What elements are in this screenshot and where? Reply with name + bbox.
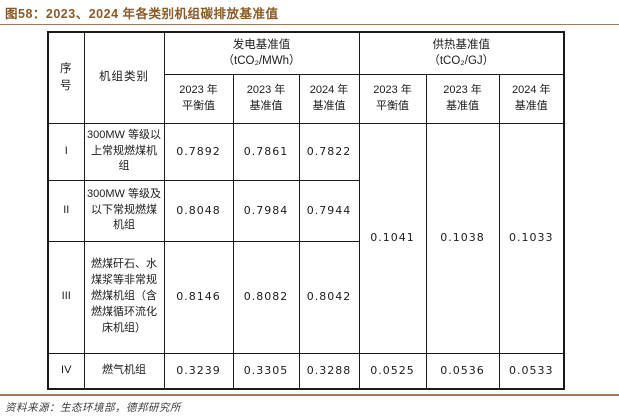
- header-gen-2024-benchmark: 2024 年 基准值: [298, 73, 360, 124]
- cell-category: 300MW 等级及以下常规燃煤机组: [83, 179, 165, 242]
- cell-heat-merged-value: 0.1033: [498, 122, 565, 354]
- header-generation-group: 发电基准值 （tCO₂/MWh）: [163, 31, 360, 75]
- cell-heat-merged-value: 0.1038: [425, 122, 500, 354]
- header-category: 机组类别: [83, 31, 165, 124]
- cell-gen-value: 0.7892: [163, 122, 234, 181]
- cell-seq: IV: [47, 352, 85, 390]
- header-heating-group: 供热基准值 （tCO₂/GJ）: [358, 31, 565, 75]
- header-heat-2024-benchmark: 2024 年 基准值: [498, 73, 565, 124]
- cell-gen-value: 0.8082: [232, 240, 300, 354]
- cell-gen-value: 0.7861: [232, 122, 300, 181]
- table-header-row-groups: 序 号 机组类别 发电基准值 （tCO₂/MWh） 供热基准值 （tCO₂/GJ…: [47, 31, 565, 124]
- cell-gen-value: 0.8048: [163, 179, 234, 242]
- cell-gen-value: 0.7822: [298, 122, 360, 181]
- cell-gen-value: 0.3239: [163, 352, 234, 390]
- table-row: IV 燃气机组 0.3239 0.3305 0.3288 0.0525 0.05…: [47, 352, 565, 390]
- header-gen-2023-balance: 2023 年 平衡值: [163, 73, 234, 124]
- footer-divider-line: [0, 394, 619, 396]
- cell-heat-value: 0.0536: [425, 352, 500, 390]
- cell-category: 燃气机组: [83, 352, 165, 390]
- cell-gen-value: 0.7944: [298, 179, 360, 242]
- figure-title: 图58：2023、2024 年各类别机组碳排放基准值: [5, 7, 279, 21]
- cell-heat-value: 0.0533: [498, 352, 565, 390]
- cell-gen-value: 0.3288: [298, 352, 360, 390]
- table-row: II 300MW 等级及以下常规燃煤机组 0.8048 0.7984 0.794…: [47, 179, 564, 242]
- cell-gen-value: 0.8146: [163, 240, 234, 354]
- header-heat-2023-benchmark: 2023 年 基准值: [425, 73, 500, 124]
- cell-category: 300MW 等级以上常规燃煤机组: [83, 122, 165, 181]
- title-divider-line: [0, 24, 619, 25]
- cell-gen-value: 0.7984: [232, 179, 300, 242]
- cell-gen-value: 0.8042: [298, 240, 360, 354]
- header-seq: 序 号: [47, 31, 85, 124]
- cell-heat-value: 0.0525: [358, 352, 427, 390]
- cell-category: 燃煤矸石、水煤浆等非常规燃煤机组（含燃煤循环流化床机组）: [83, 240, 165, 354]
- table-header-row-years: 2023 年 平衡值 2023 年 基准值 2024 年 基准值 2023 年 …: [48, 73, 565, 124]
- cell-gen-value: 0.3305: [232, 352, 300, 390]
- emission-benchmark-table: 序 号 机组类别 发电基准值 （tCO₂/MWh） 供热基准值 （tCO₂/GJ…: [47, 31, 566, 390]
- cell-seq: I: [47, 122, 85, 181]
- header-gen-2023-benchmark: 2023 年 基准值: [232, 73, 300, 124]
- table-row: III 燃煤矸石、水煤浆等非常规燃煤机组（含燃煤循环流化床机组） 0.8146 …: [47, 240, 564, 354]
- table-row: I 300MW 等级以上常规燃煤机组 0.7892 0.7861 0.7822 …: [47, 122, 565, 354]
- cell-heat-merged-value: 0.1041: [358, 122, 427, 354]
- cell-seq: III: [47, 240, 85, 354]
- source-note: 资料来源：生态环境部，德邦研究所: [5, 403, 181, 414]
- cell-seq: II: [47, 179, 85, 242]
- header-heat-2023-balance: 2023 年 平衡值: [358, 73, 427, 124]
